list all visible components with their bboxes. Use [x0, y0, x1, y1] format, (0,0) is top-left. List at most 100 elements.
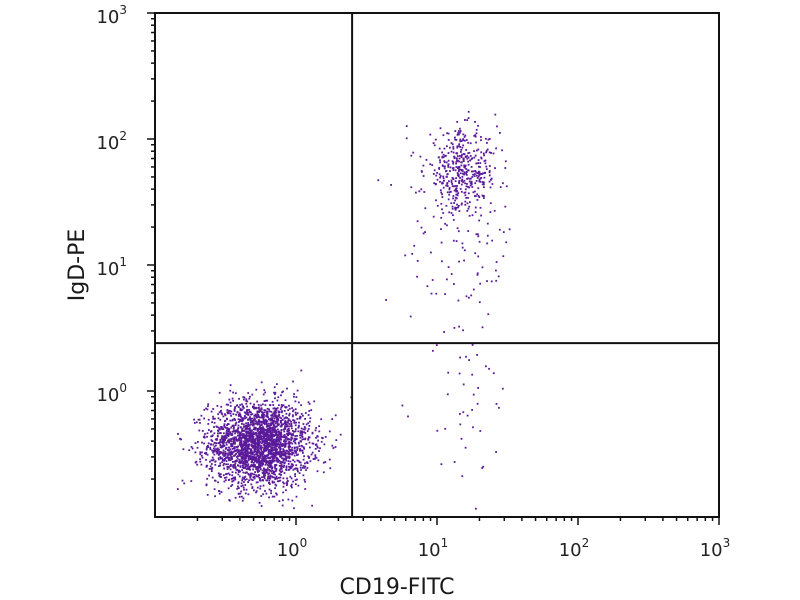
event-point: [302, 458, 305, 461]
event-point: [237, 471, 240, 473]
event-point: [220, 432, 222, 434]
event-point: [266, 423, 268, 426]
event-point: [468, 359, 470, 361]
event-point: [457, 173, 460, 176]
event-point: [262, 415, 265, 417]
event-point: [385, 299, 387, 301]
event-point: [477, 172, 479, 174]
event-point: [275, 443, 278, 445]
event-point: [258, 457, 261, 460]
event-point: [300, 449, 303, 452]
event-point: [269, 457, 272, 459]
event-point: [229, 454, 232, 457]
event-point: [294, 424, 297, 427]
event-point: [304, 418, 306, 420]
event-point: [225, 473, 228, 475]
event-point: [259, 485, 262, 488]
event-point: [299, 434, 301, 437]
event-point: [245, 435, 248, 437]
event-point: [482, 182, 485, 185]
event-point: [275, 454, 277, 457]
event-point: [273, 435, 275, 437]
event-point: [442, 177, 445, 180]
event-point: [268, 450, 271, 453]
event-point: [282, 491, 285, 494]
event-point: [283, 472, 286, 474]
event-point: [208, 429, 210, 431]
event-point: [318, 450, 320, 452]
event-point: [267, 452, 270, 454]
event-point: [261, 460, 264, 463]
event-point: [482, 152, 485, 155]
event-point: [256, 429, 259, 432]
event-point: [487, 138, 490, 141]
event-point: [296, 467, 299, 470]
event-point: [458, 372, 461, 375]
event-point: [269, 445, 271, 448]
event-point: [269, 477, 272, 480]
event-point: [488, 165, 491, 167]
event-point: [265, 425, 268, 428]
event-point: [274, 478, 277, 481]
event-point: [467, 177, 470, 180]
event-point: [230, 445, 233, 448]
event-point: [458, 170, 460, 172]
event-point: [282, 390, 284, 393]
event-point: [477, 124, 479, 127]
event-point: [223, 477, 226, 479]
event-point: [453, 157, 456, 160]
event-point: [211, 435, 214, 438]
event-point: [311, 432, 314, 435]
event-point: [253, 456, 256, 459]
event-point: [239, 465, 242, 467]
event-point: [439, 127, 442, 130]
event-point: [416, 260, 419, 262]
event-point: [243, 466, 246, 469]
event-point: [488, 171, 491, 174]
event-point: [296, 459, 299, 462]
event-point: [257, 422, 259, 424]
event-point: [271, 420, 274, 422]
event-point: [462, 139, 464, 142]
event-point: [280, 419, 282, 422]
event-point: [254, 453, 257, 456]
event-point: [243, 417, 246, 420]
event-point: [238, 439, 240, 441]
event-point: [188, 449, 191, 452]
event-point: [241, 495, 243, 498]
event-point: [256, 435, 259, 438]
event-point: [489, 211, 492, 213]
event-point: [464, 165, 467, 168]
event-point: [227, 411, 230, 414]
event-point: [452, 197, 454, 200]
event-point: [210, 435, 212, 438]
event-point: [290, 463, 293, 465]
event-point: [249, 448, 252, 451]
event-point: [232, 451, 235, 453]
event-point: [300, 427, 303, 430]
event-point: [263, 477, 266, 480]
event-point: [237, 413, 240, 416]
event-point: [322, 471, 325, 474]
event-point: [243, 451, 246, 453]
event-point: [458, 157, 461, 160]
event-point: [479, 180, 482, 183]
event-point: [252, 473, 255, 476]
event-point: [286, 455, 288, 458]
event-point: [462, 181, 465, 184]
event-point: [225, 429, 228, 432]
event-point: [455, 190, 458, 193]
event-point: [499, 132, 501, 134]
event-point: [240, 482, 243, 485]
event-point: [496, 125, 498, 128]
event-point: [284, 436, 287, 439]
event-point: [495, 279, 498, 282]
event-point: [274, 428, 276, 431]
event-point: [446, 393, 449, 396]
event-point: [251, 438, 254, 441]
event-point: [253, 439, 256, 441]
event-point: [277, 452, 279, 455]
event-point: [304, 480, 306, 483]
event-point: [473, 156, 476, 159]
event-point: [201, 456, 204, 459]
